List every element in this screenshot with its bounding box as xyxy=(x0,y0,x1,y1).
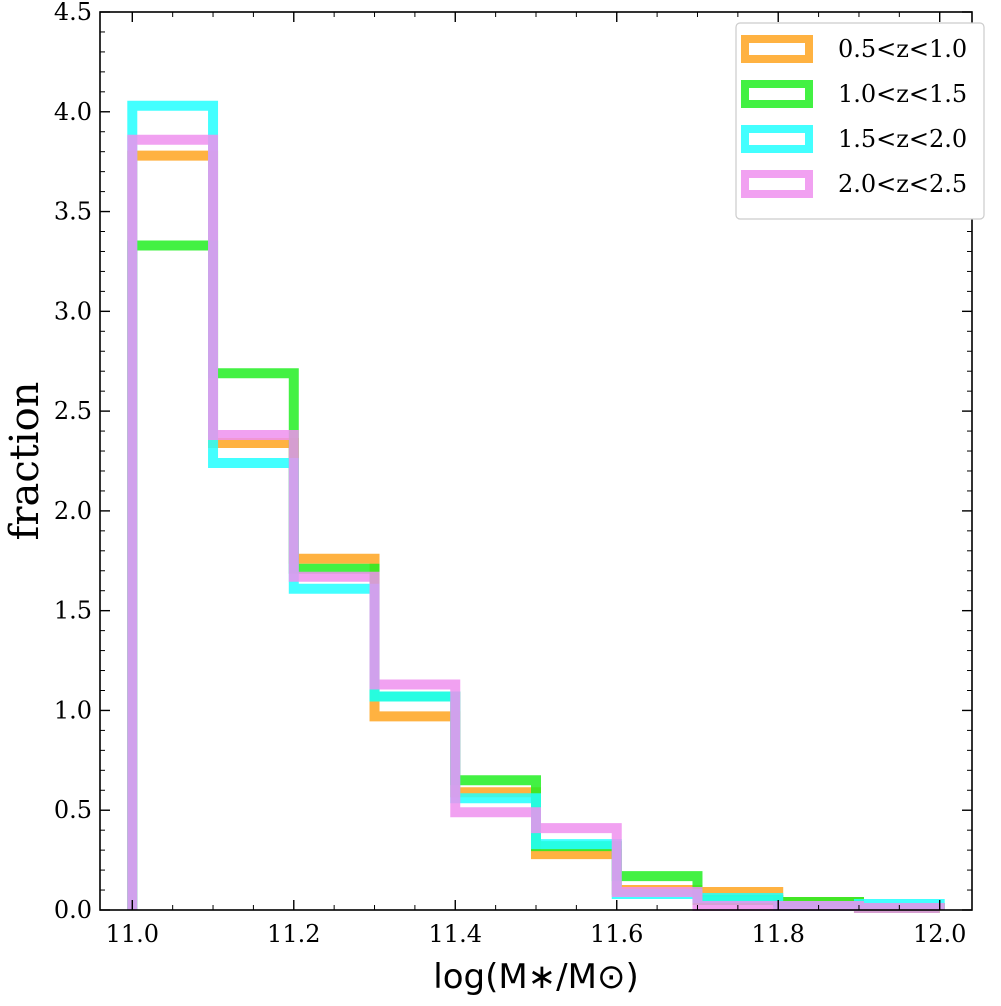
x-tick-label: 11.0 xyxy=(106,920,159,948)
y-tick-label: 4.5 xyxy=(54,0,92,26)
x-axis-label: log(M∗/M⊙) xyxy=(433,957,638,997)
x-tick-label: 12.0 xyxy=(913,920,966,948)
x-tick-label: 11.6 xyxy=(590,920,643,948)
y-tick-label: 1.0 xyxy=(54,696,92,724)
legend-swatch xyxy=(741,170,813,198)
y-tick-label: 2.0 xyxy=(54,497,92,525)
y-axis-label: fraction xyxy=(2,382,48,541)
legend-swatch xyxy=(741,125,813,153)
axis-ticks: 11.0 11.2 11.4 11.6 11.8 12.0 0.0 0.5 1.0 1.5 2.0 2… xyxy=(54,0,972,948)
x-tick-label: 11.8 xyxy=(752,920,805,948)
y-tick-label: 3.5 xyxy=(54,198,92,226)
y-tick-label: 1.5 xyxy=(54,597,92,625)
legend-label: 0.5<z<1.0 xyxy=(838,35,967,63)
legend-swatch xyxy=(741,80,813,108)
y-tick-label: 4.0 xyxy=(54,98,92,126)
x-tick-label: 11.4 xyxy=(429,920,482,948)
legend-swatch xyxy=(741,35,813,63)
legend-label: 1.5<z<2.0 xyxy=(838,125,967,153)
y-tick-label: 2.5 xyxy=(54,397,92,425)
legend-label: 1.0<z<1.5 xyxy=(838,80,967,108)
y-tick-label: 3.0 xyxy=(54,297,92,325)
x-tick-label: 11.2 xyxy=(267,920,320,948)
histogram-series-4 xyxy=(127,134,945,914)
legend-label: 2.0<z<2.5 xyxy=(838,170,967,198)
histogram-series-group xyxy=(127,100,945,914)
y-tick-label: 0.5 xyxy=(54,796,92,824)
y-tick-label: 0.0 xyxy=(54,896,92,924)
legend: 0.5<z<1.0 1.0<z<1.5 1.5<z<2.0 2.0<z<2.5 xyxy=(735,22,985,220)
